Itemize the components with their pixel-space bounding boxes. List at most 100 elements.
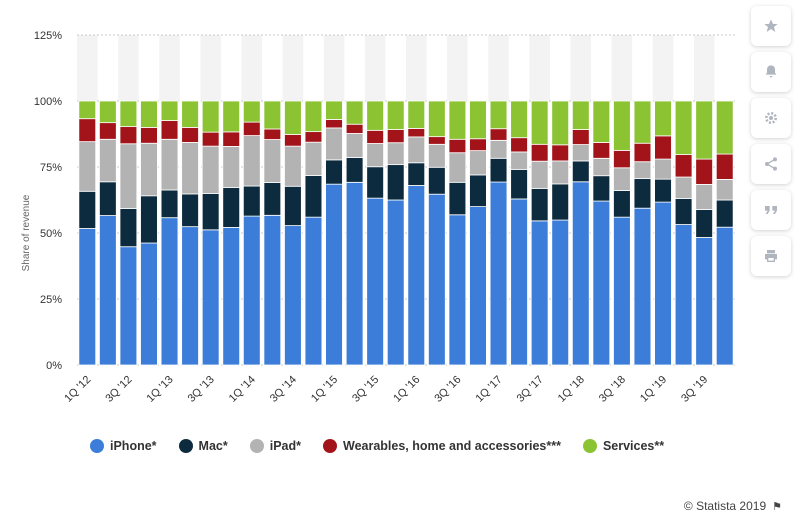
bar-segment[interactable]: [78, 141, 97, 192]
bar-segment[interactable]: [489, 181, 508, 366]
bar-segment[interactable]: [160, 217, 179, 366]
bar-segment[interactable]: [407, 185, 426, 366]
bar-segment[interactable]: [674, 198, 693, 225]
bar-segment[interactable]: [551, 183, 570, 221]
bar-segment[interactable]: [386, 142, 405, 166]
bar-segment[interactable]: [304, 141, 323, 176]
bar-segment[interactable]: [469, 138, 487, 152]
bar-segment[interactable]: [284, 185, 302, 227]
bar-segment[interactable]: [407, 162, 426, 186]
bar-segment[interactable]: [571, 129, 590, 145]
bar-segment[interactable]: [201, 145, 220, 194]
bar-segment[interactable]: [242, 100, 261, 123]
bar-segment[interactable]: [78, 118, 97, 143]
bar-segment[interactable]: [222, 187, 241, 228]
bar-segment[interactable]: [366, 166, 384, 199]
bar-segment[interactable]: [304, 100, 323, 133]
bar-segment[interactable]: [448, 152, 467, 183]
bar-segment[interactable]: [304, 131, 323, 143]
bar-segment[interactable]: [510, 137, 528, 153]
bar-segment[interactable]: [633, 207, 652, 366]
bar-segment[interactable]: [222, 131, 241, 147]
bar-segment[interactable]: [695, 184, 713, 210]
bar-segment[interactable]: [325, 127, 343, 161]
bar-segment[interactable]: [551, 144, 570, 162]
bar-segment[interactable]: [160, 138, 179, 191]
bar-segment[interactable]: [654, 135, 672, 160]
bar-segment[interactable]: [551, 219, 570, 366]
bar-segment[interactable]: [592, 157, 611, 177]
bar-segment[interactable]: [99, 138, 117, 183]
legend-item[interactable]: Services**: [582, 439, 664, 453]
bar-segment[interactable]: [325, 100, 343, 120]
bar-segment[interactable]: [654, 158, 672, 180]
bar-segment[interactable]: [366, 129, 384, 144]
notification-button[interactable]: [751, 52, 791, 92]
bar-segment[interactable]: [571, 181, 590, 366]
bar-segment[interactable]: [99, 122, 117, 140]
bar-segment[interactable]: [263, 128, 282, 140]
bar-segment[interactable]: [715, 100, 734, 155]
bar-segment[interactable]: [489, 157, 508, 183]
bar-segment[interactable]: [428, 193, 446, 366]
legend-item[interactable]: iPhone*: [90, 439, 157, 453]
bar-segment[interactable]: [489, 100, 508, 130]
bar-segment[interactable]: [386, 199, 405, 366]
bar-segment[interactable]: [345, 123, 364, 134]
bar-segment[interactable]: [674, 224, 693, 366]
bar-segment[interactable]: [695, 209, 713, 238]
bar-segment[interactable]: [119, 143, 138, 209]
bar-segment[interactable]: [263, 100, 282, 130]
bar-segment[interactable]: [119, 246, 138, 366]
bar-segment[interactable]: [263, 139, 282, 183]
bar-segment[interactable]: [386, 164, 405, 201]
bar-segment[interactable]: [448, 181, 467, 216]
bar-segment[interactable]: [715, 153, 734, 180]
bar-segment[interactable]: [222, 146, 241, 188]
bar-segment[interactable]: [592, 100, 611, 143]
bar-segment[interactable]: [551, 160, 570, 185]
bar-segment[interactable]: [160, 100, 179, 121]
bar-segment[interactable]: [345, 181, 364, 366]
bar-segment[interactable]: [242, 121, 261, 136]
bar-segment[interactable]: [201, 131, 220, 147]
bar-segment[interactable]: [571, 160, 590, 183]
bar-segment[interactable]: [407, 136, 426, 164]
bar-segment[interactable]: [654, 201, 672, 366]
bar-segment[interactable]: [448, 100, 467, 140]
bar-segment[interactable]: [654, 178, 672, 203]
bar-segment[interactable]: [284, 225, 302, 366]
bar-segment[interactable]: [78, 100, 97, 120]
bar-segment[interactable]: [222, 100, 241, 133]
bar-segment[interactable]: [99, 181, 117, 216]
bar-segment[interactable]: [448, 214, 467, 366]
bar-segment[interactable]: [99, 215, 117, 366]
bar-segment[interactable]: [386, 129, 405, 144]
bar-segment[interactable]: [448, 138, 467, 154]
bar-segment[interactable]: [242, 215, 261, 366]
bar-segment[interactable]: [715, 179, 734, 201]
bar-segment[interactable]: [119, 208, 138, 248]
bar-segment[interactable]: [530, 100, 549, 145]
bar-segment[interactable]: [571, 100, 590, 130]
bar-segment[interactable]: [201, 100, 220, 133]
cite-button[interactable]: [751, 190, 791, 230]
bar-segment[interactable]: [140, 127, 158, 144]
bar-segment[interactable]: [325, 159, 343, 185]
bar-segment[interactable]: [510, 198, 528, 366]
bar-segment[interactable]: [263, 182, 282, 216]
bar-segment[interactable]: [428, 136, 446, 145]
bar-segment[interactable]: [551, 100, 570, 146]
bar-segment[interactable]: [222, 227, 241, 366]
bar-segment[interactable]: [345, 157, 364, 183]
bar-segment[interactable]: [633, 161, 652, 180]
bar-segment[interactable]: [530, 220, 549, 366]
bar-segment[interactable]: [510, 151, 528, 170]
bar-segment[interactable]: [510, 168, 528, 200]
bar-segment[interactable]: [428, 143, 446, 168]
bar-segment[interactable]: [325, 119, 343, 129]
bar-segment[interactable]: [613, 167, 631, 191]
favorite-button[interactable]: [751, 6, 791, 46]
bar-segment[interactable]: [242, 185, 261, 217]
bar-segment[interactable]: [674, 176, 693, 199]
